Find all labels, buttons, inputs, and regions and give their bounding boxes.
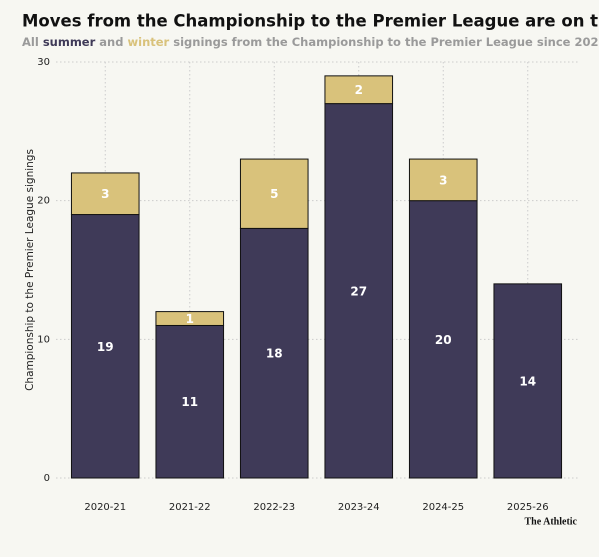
source: The Athletic [525, 516, 578, 527]
bar-segment [155, 324, 225, 479]
data-label: 20 [435, 333, 452, 347]
bar-segment [239, 227, 309, 479]
bar-segment [324, 75, 394, 105]
data-label: 27 [350, 284, 367, 298]
x-tick-label: 2023-24 [338, 502, 380, 513]
data-label: 19 [97, 340, 114, 354]
y-tick-label: 20 [37, 196, 50, 207]
subtitle-text: and [99, 35, 123, 49]
legend-entry: summer [43, 35, 96, 49]
y-axis-label: Championship to the Premier League signi… [24, 149, 36, 391]
bar-segment [408, 158, 478, 202]
data-label: 2 [355, 83, 363, 97]
x-tick-label: 2025-26 [507, 502, 549, 513]
subtitle-text: signings from the Championship to the Pr… [173, 35, 599, 49]
chart-subtitle: All summer and winter signings from the … [22, 35, 599, 49]
x-tick-label: 2021-22 [169, 502, 211, 513]
data-label: 14 [519, 374, 536, 388]
legend-entry: winter [128, 35, 170, 49]
data-label: 18 [266, 347, 283, 361]
data-label: 5 [270, 187, 278, 201]
data-label: 1 [186, 312, 194, 326]
bar-segment [70, 214, 140, 479]
x-tick-label: 2024-25 [422, 502, 464, 513]
y-tick-label: 0 [44, 473, 50, 484]
y-tick-label: 10 [37, 334, 50, 345]
subtitle-text: All [22, 35, 39, 49]
x-tick-label: 2022-23 [253, 502, 295, 513]
bar-segment [408, 200, 478, 479]
data-label: 11 [181, 395, 198, 409]
bar-segment [324, 103, 394, 479]
data-label: 3 [101, 187, 109, 201]
data-label: 3 [439, 173, 447, 187]
bar-segment [70, 172, 140, 216]
bar-segment [239, 158, 309, 229]
chart-title: Moves from the Championship to the Premi… [22, 12, 599, 31]
bar-segment [493, 283, 563, 479]
y-tick-label: 30 [37, 57, 50, 68]
x-tick-label: 2020-21 [84, 502, 126, 513]
bar-segment [155, 311, 225, 326]
